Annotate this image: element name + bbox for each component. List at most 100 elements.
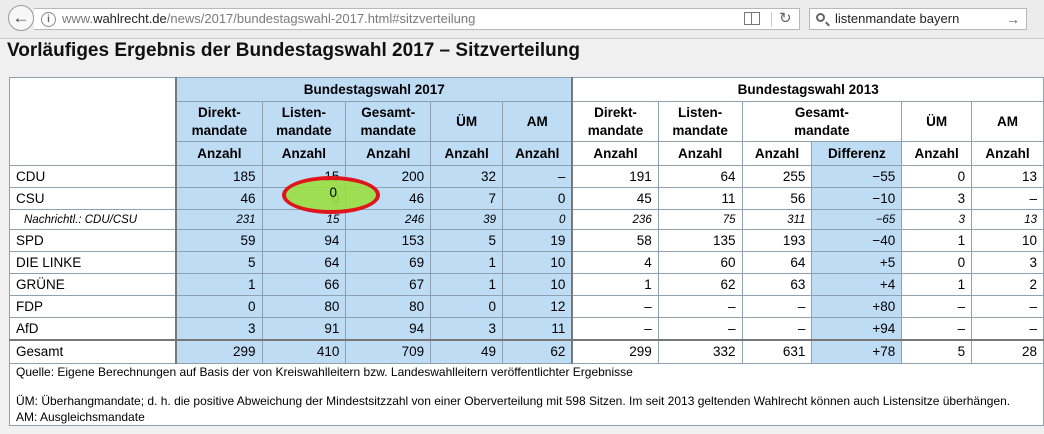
header-anzahl: Anzahl bbox=[657, 141, 743, 166]
table-cell: 13 bbox=[971, 165, 1044, 188]
table-cell: 1 bbox=[901, 229, 973, 252]
table-cell: – bbox=[901, 295, 973, 318]
party-label: AfD bbox=[9, 317, 177, 340]
table-row: CDU 185 15 200 32–191 64 255 −55 0 13 bbox=[9, 165, 1044, 188]
table-cell: – bbox=[502, 165, 573, 188]
header-anzahl: Anzahl bbox=[430, 141, 504, 166]
table-cell: – bbox=[971, 295, 1044, 318]
header-listen-2013: Listen-mandate bbox=[657, 101, 743, 142]
header-anzahl: Anzahl bbox=[571, 141, 659, 166]
table-cell: 10 bbox=[502, 273, 573, 296]
reload-icon[interactable]: ↻ bbox=[779, 10, 792, 27]
table-cell: – bbox=[571, 295, 659, 318]
table-cell: 1 bbox=[901, 273, 973, 296]
table-cell: 67 bbox=[345, 273, 432, 296]
table-cell: 2 bbox=[971, 273, 1044, 296]
table-cell: 62 bbox=[657, 273, 743, 296]
table-cell: 94 bbox=[345, 317, 432, 340]
header-anzahl: Anzahl bbox=[175, 141, 263, 166]
table-cell: 39 bbox=[430, 209, 504, 230]
table-cell: 3 bbox=[430, 317, 504, 340]
search-icon bbox=[816, 13, 825, 22]
table-cell: 75 bbox=[657, 209, 743, 230]
source-note: Quelle: Eigene Berechnungen auf Basis de… bbox=[16, 365, 633, 379]
table-row: SPD 59 94 153 5 19 58 135 193 −40 1 10 bbox=[9, 229, 1044, 252]
search-input[interactable]: listenmandate bayern → bbox=[809, 8, 1027, 30]
total-cell: +78 bbox=[811, 338, 903, 364]
table-cell: 13 bbox=[971, 209, 1044, 230]
total-cell: 410 bbox=[261, 338, 347, 364]
party-label: FDP bbox=[9, 295, 177, 318]
info-icon[interactable]: i bbox=[41, 12, 56, 27]
table-cell: 80 bbox=[345, 295, 432, 318]
table-cell: – bbox=[571, 317, 659, 340]
url-bar[interactable]: i www.wahlrecht.de/news/2017/bundestagsw… bbox=[34, 8, 800, 30]
table-cell: 46 bbox=[345, 187, 432, 210]
table-cell: +80 bbox=[811, 295, 903, 318]
table-cell: 1 bbox=[430, 251, 504, 274]
table-cell: – bbox=[657, 295, 743, 318]
total-cell: 62 bbox=[502, 338, 573, 364]
table-cell: 3 bbox=[971, 251, 1044, 274]
table-cell: 231 bbox=[175, 209, 263, 230]
table-cell: 0 bbox=[502, 209, 573, 230]
table-cell: 12 bbox=[502, 295, 573, 318]
table-cell: 45 bbox=[571, 187, 659, 210]
table-row: CSU 46 0 46 7 0 45 11 56 −10 3– bbox=[9, 187, 1044, 210]
table-cell: −55 bbox=[811, 165, 903, 188]
table-cell: +94 bbox=[811, 317, 903, 340]
header-am-2017: AM bbox=[502, 101, 573, 142]
header-direkt-2017: Direkt-mandate bbox=[175, 101, 263, 142]
table-cell: +5 bbox=[811, 251, 903, 274]
table-cell: 236 bbox=[571, 209, 659, 230]
table-row: FDP 0 80 80 0 12– – – +80– – bbox=[9, 295, 1044, 318]
page-title: Vorläufiges Ergebnis der Bundestagswahl … bbox=[7, 40, 580, 61]
seat-distribution-table: Bundestagswahl 2017 Bundestagswahl 2013 … bbox=[9, 77, 1044, 426]
party-label: GRÜNE bbox=[9, 273, 177, 296]
total-cell: 28 bbox=[971, 338, 1044, 364]
table-cell: 0 bbox=[502, 187, 573, 210]
table-cell: 59 bbox=[175, 229, 263, 252]
header-differenz: Differenz bbox=[811, 141, 903, 166]
table-cell: 64 bbox=[741, 251, 813, 274]
table-cell: 153 bbox=[345, 229, 432, 252]
table-row: AfD 3 91 94 3 11– – – +94– – bbox=[9, 317, 1044, 340]
table-cell: 191 bbox=[571, 165, 659, 188]
party-label: Nachrichtl.: CDU/CSU bbox=[9, 209, 177, 230]
total-cell: 5 bbox=[901, 338, 973, 364]
header-anzahl: Anzahl bbox=[901, 141, 973, 166]
table-cell: – bbox=[741, 317, 813, 340]
url-text[interactable]: www.wahlrecht.de/news/2017/bundestagswah… bbox=[62, 11, 476, 26]
table-cell: 3 bbox=[175, 317, 263, 340]
header-anzahl: Anzahl bbox=[502, 141, 573, 166]
table-cell: 135 bbox=[657, 229, 743, 252]
table-cell: 0 bbox=[430, 295, 504, 318]
total-cell: 49 bbox=[430, 338, 504, 364]
table-cell: 0 bbox=[901, 165, 973, 188]
table-cell: 64 bbox=[261, 251, 347, 274]
table-cell: 5 bbox=[430, 229, 504, 252]
header-gesamt-2013: Gesamt-mandate bbox=[741, 101, 903, 142]
table-cell: 1 bbox=[175, 273, 263, 296]
total-cell: 709 bbox=[345, 338, 432, 364]
arrow-right-icon[interactable]: → bbox=[1006, 11, 1020, 27]
um-note: ÜM: Überhangmandate; d. h. die positive … bbox=[16, 394, 1011, 408]
header-direkt-2013: Direkt-mandate bbox=[571, 101, 659, 142]
table-cell: 3 bbox=[901, 187, 973, 210]
reader-view-icon[interactable] bbox=[744, 12, 760, 25]
back-arrow-icon[interactable]: ← bbox=[8, 5, 34, 31]
table-cell: 200 bbox=[345, 165, 432, 188]
search-value[interactable]: listenmandate bayern bbox=[835, 11, 960, 26]
header-um-2013: ÜM bbox=[901, 101, 973, 142]
table-cell: 94 bbox=[261, 229, 347, 252]
table-cell: 7 bbox=[430, 187, 504, 210]
header-anzahl: Anzahl bbox=[741, 141, 813, 166]
table-cell: 46 bbox=[175, 187, 263, 210]
header-gesamt-2017: Gesamt-mandate bbox=[345, 101, 432, 142]
table-cell: – bbox=[741, 295, 813, 318]
table-cell: 3 bbox=[901, 209, 973, 230]
table-cell: 4 bbox=[571, 251, 659, 274]
table-cell: 1 bbox=[430, 273, 504, 296]
table-cell: 60 bbox=[657, 251, 743, 274]
table-cell: −10 bbox=[811, 187, 903, 210]
